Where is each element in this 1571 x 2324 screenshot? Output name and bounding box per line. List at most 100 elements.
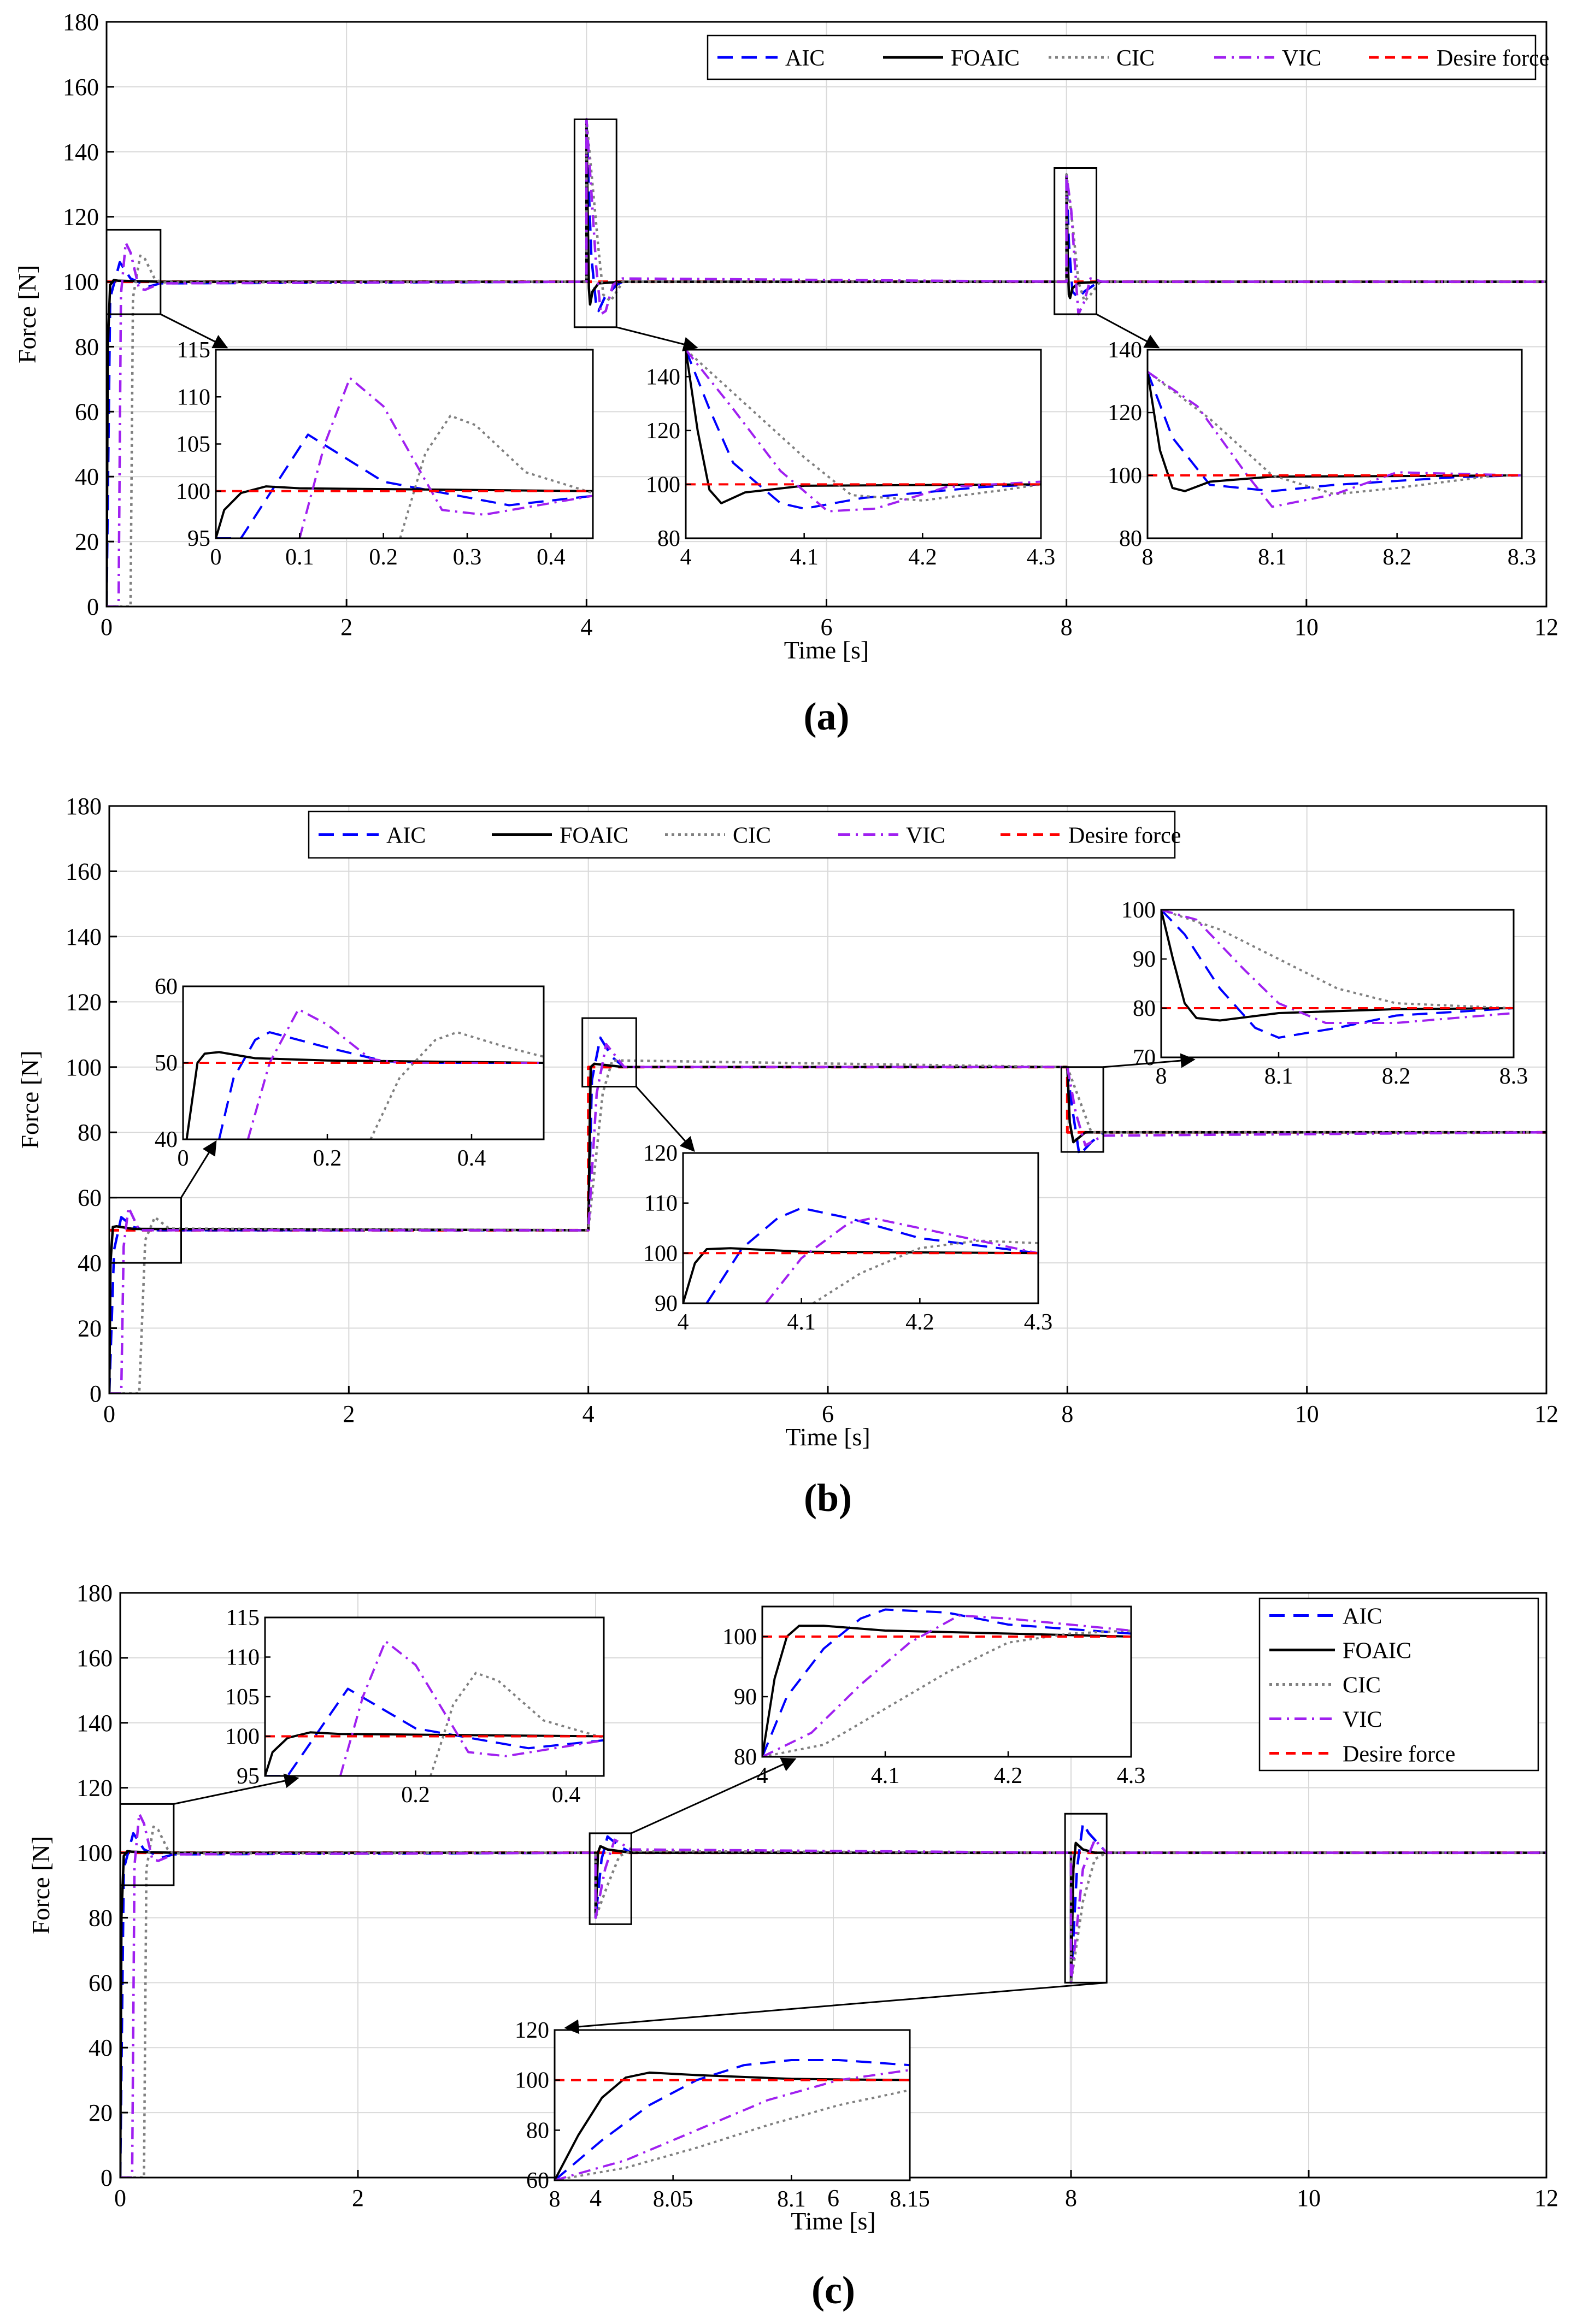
x-tick-label: 6 (827, 2185, 839, 2211)
inset-y-tick-label: 110 (644, 1191, 678, 1216)
series-aic-line (216, 433, 593, 538)
x-tick-label: 8 (1061, 1401, 1073, 1427)
inset-y-tick-label: 115 (226, 1605, 260, 1631)
x-tick-label: 4 (580, 614, 592, 640)
inset-x-tick-label: 4.1 (871, 1763, 900, 1788)
y-tick-label: 40 (89, 2034, 113, 2061)
inset-x-tick-label: 8.15 (890, 2187, 930, 2212)
panel-caption: (c) (811, 2268, 855, 2312)
y-tick-label: 180 (77, 1580, 113, 1607)
y-tick-label: 160 (63, 74, 99, 101)
inset-y-tick-label: 60 (155, 974, 178, 999)
x-axis-label: Time [s] (784, 636, 869, 664)
inset-x-tick-label: 0.1 (285, 545, 314, 570)
inset-frame (1146, 349, 1523, 539)
series-cic-line (686, 350, 1041, 502)
inset-y-tick-label: 100 (722, 1625, 757, 1650)
zoom-connector-arrow (173, 1773, 299, 1805)
series-vic-line (339, 1640, 604, 1776)
zoom-source-box (573, 118, 617, 328)
inset-frame (1160, 909, 1515, 1058)
zoom-source-box (105, 228, 162, 315)
zoom-source-box (1054, 167, 1098, 315)
x-axis-label: Time [s] (785, 1423, 870, 1451)
y-tick-label: 60 (89, 1969, 113, 1996)
series-cic-line (429, 1672, 604, 1776)
inset-y-tick-label: 120 (646, 419, 680, 444)
series-foaic-line (109, 1062, 1546, 1393)
inset-x-tick-label: 0.2 (369, 545, 398, 570)
inset-y-tick-label: 100 (1108, 463, 1142, 489)
legend-box (1258, 1597, 1539, 1772)
zoom-connector-arrow (564, 1981, 1107, 2034)
legend-box (707, 34, 1537, 80)
legend-label: AIC (785, 46, 825, 71)
inset-y-tick-label: 100 (643, 1241, 678, 1266)
inset-x-tick-label: 4 (680, 545, 692, 570)
inset-background (265, 1617, 604, 1776)
inset-y-tick-label: 100 (225, 1725, 260, 1750)
inset-y-tick-label: 95 (187, 526, 210, 551)
y-tick-label: 0 (87, 593, 99, 620)
y-tick-label: 100 (63, 269, 99, 296)
series-foaic-line (683, 1247, 1038, 1303)
inset-x-tick-label: 0 (178, 1146, 189, 1171)
y-tick-label: 160 (66, 858, 102, 885)
legend-label: VIC (1282, 46, 1321, 71)
series-vic-line (555, 2069, 910, 2180)
inset-y-tick-label: 50 (155, 1051, 178, 1076)
series-vic-line (120, 1812, 1546, 2178)
y-tick-label: 140 (66, 923, 102, 950)
inset-x-tick-label: 8.2 (1382, 1064, 1411, 1089)
inset-x-tick-label: 4 (678, 1310, 689, 1335)
inset-y-tick-label: 80 (1119, 526, 1142, 551)
series-aic-line (555, 2059, 910, 2180)
inset-y-tick-label: 95 (237, 1764, 260, 1789)
inset-y-tick-label: 100 (176, 479, 210, 504)
series-cic-line (109, 1059, 1546, 1393)
inset-y-tick-label: 70 (1133, 1045, 1156, 1070)
inset-y-tick-label: 90 (734, 1685, 757, 1710)
inset-x-tick-label: 4.3 (1117, 1763, 1146, 1788)
inset-x-tick-label: 0.2 (313, 1146, 342, 1171)
inset-y-tick-label: 80 (1133, 996, 1156, 1021)
inset-c2: 4 4.1 4.2 4.3 80 90 100 (722, 1605, 1146, 1788)
zoom-connector-arrow (616, 326, 698, 352)
inset-y-tick-label: 115 (177, 338, 210, 363)
legend-label: FOAIC (951, 46, 1020, 71)
zoom-source-box (581, 1017, 637, 1088)
series-foaic-line (1161, 910, 1514, 1022)
x-tick-label: 12 (1534, 2185, 1558, 2211)
inset-background (1161, 910, 1514, 1057)
legend-label: Desire force (1437, 46, 1549, 71)
x-tick-label: 4 (582, 1401, 595, 1427)
y-tick-label: 180 (63, 9, 99, 36)
inset-c3: 8 8.05 8.1 8.15 60 80 100 120 (515, 2018, 930, 2212)
inset-y-tick-label: 140 (646, 364, 680, 390)
inset-frame (761, 1605, 1132, 1758)
inset-y-tick-label: 100 (1121, 898, 1156, 923)
series-cic-line (813, 1239, 1038, 1303)
inset-y-tick-label: 120 (643, 1141, 678, 1166)
series-foaic-line (107, 118, 1546, 607)
series-vic-line (1148, 370, 1522, 508)
inset-x-tick-label: 0.4 (457, 1146, 486, 1171)
series-aic-line (1148, 371, 1522, 492)
legend-label: CIC (1343, 1673, 1381, 1698)
y-tick-label: 0 (101, 2164, 113, 2191)
y-tick-label: 160 (77, 1645, 113, 1672)
inset-x-tick-label: 4 (757, 1763, 768, 1788)
y-tick-label: 120 (66, 989, 102, 1015)
legend-box (308, 810, 1176, 859)
y-tick-label: 80 (78, 1119, 102, 1146)
y-tick-label: 20 (75, 528, 99, 555)
inset-background (1148, 350, 1522, 538)
x-tick-label: 8 (1065, 2185, 1077, 2211)
inset-b1: 0 0.2 0.4 40 50 60 (155, 974, 545, 1171)
x-tick-label: 10 (1295, 1401, 1319, 1427)
series-vic-line (298, 376, 593, 538)
series-foaic-line (185, 1051, 544, 1139)
series-aic-line (218, 1031, 544, 1139)
inset-x-tick-label: 4.3 (1027, 545, 1056, 570)
series-aic-line (120, 1822, 1546, 2178)
